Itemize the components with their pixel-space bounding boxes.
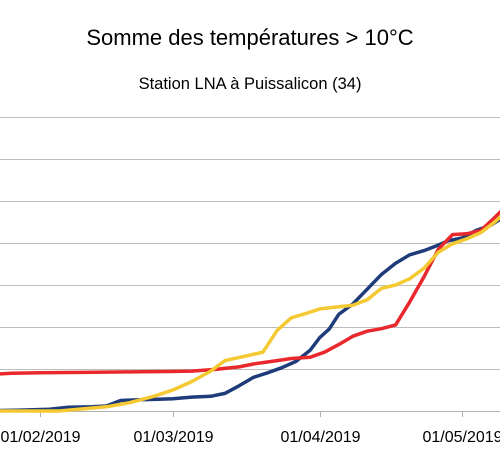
chart-title: Somme des températures > 10°C: [86, 25, 413, 50]
grid-lines: [0, 117, 500, 412]
x-tick-label: 01/02/2019: [0, 429, 80, 446]
x-tick-label: 01/04/2019: [280, 429, 360, 446]
plot-area: [0, 209, 500, 413]
series-line-1: [0, 217, 500, 413]
x-axis: 01/02/2019 01/03/2019 01/04/2019 01/05/2019: [0, 411, 500, 446]
series-line-3: [0, 214, 500, 413]
x-tick-label: 01/05/2019: [422, 429, 500, 446]
chart-subtitle: Station LNA à Puissalicon (34): [139, 75, 362, 93]
x-tick-label: 01/03/2019: [133, 429, 213, 446]
series-line-2: [0, 209, 500, 376]
